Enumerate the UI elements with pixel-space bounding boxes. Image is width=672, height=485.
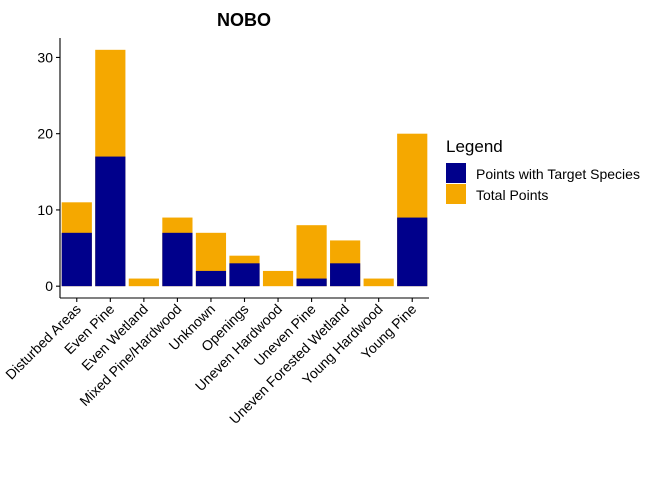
bar-points-with-target-species-uneven-pine	[296, 278, 327, 287]
legend: Legend Points with Target Species Total …	[446, 137, 640, 204]
bar-total-points-uneven-hardwood	[262, 270, 294, 287]
bar-points-with-target-species-young-pine	[397, 217, 428, 287]
bar-total-points-uneven-pine	[296, 225, 327, 287]
legend-label-total-points: Total Points	[476, 187, 548, 203]
legend-label-target-species: Points with Target Species	[476, 166, 640, 182]
y-tick-label: 0	[45, 278, 53, 294]
bars-group	[61, 49, 428, 287]
bar-points-with-target-species-unknown	[195, 270, 227, 287]
y-tick-label: 30	[37, 49, 53, 65]
legend-key-total-points	[446, 184, 466, 204]
bar-points-with-target-species-even-pine	[95, 156, 126, 287]
bar-points-with-target-species-disturbed-areas	[61, 232, 92, 287]
bar-total-points-young-hardwood	[363, 278, 394, 287]
y-tick-label: 10	[37, 202, 53, 218]
legend-key-target-species	[446, 163, 466, 183]
chart-title: NOBO	[217, 10, 271, 30]
bar-points-with-target-species-uneven-forested-wetland	[330, 263, 361, 287]
y-tick-label: 20	[37, 126, 53, 142]
bar-total-points-even-wetland	[128, 278, 159, 287]
legend-title: Legend	[446, 137, 503, 156]
bar-points-with-target-species-openings	[229, 263, 260, 287]
bar-points-with-target-species-mixed-pine-hardwood	[162, 232, 193, 287]
